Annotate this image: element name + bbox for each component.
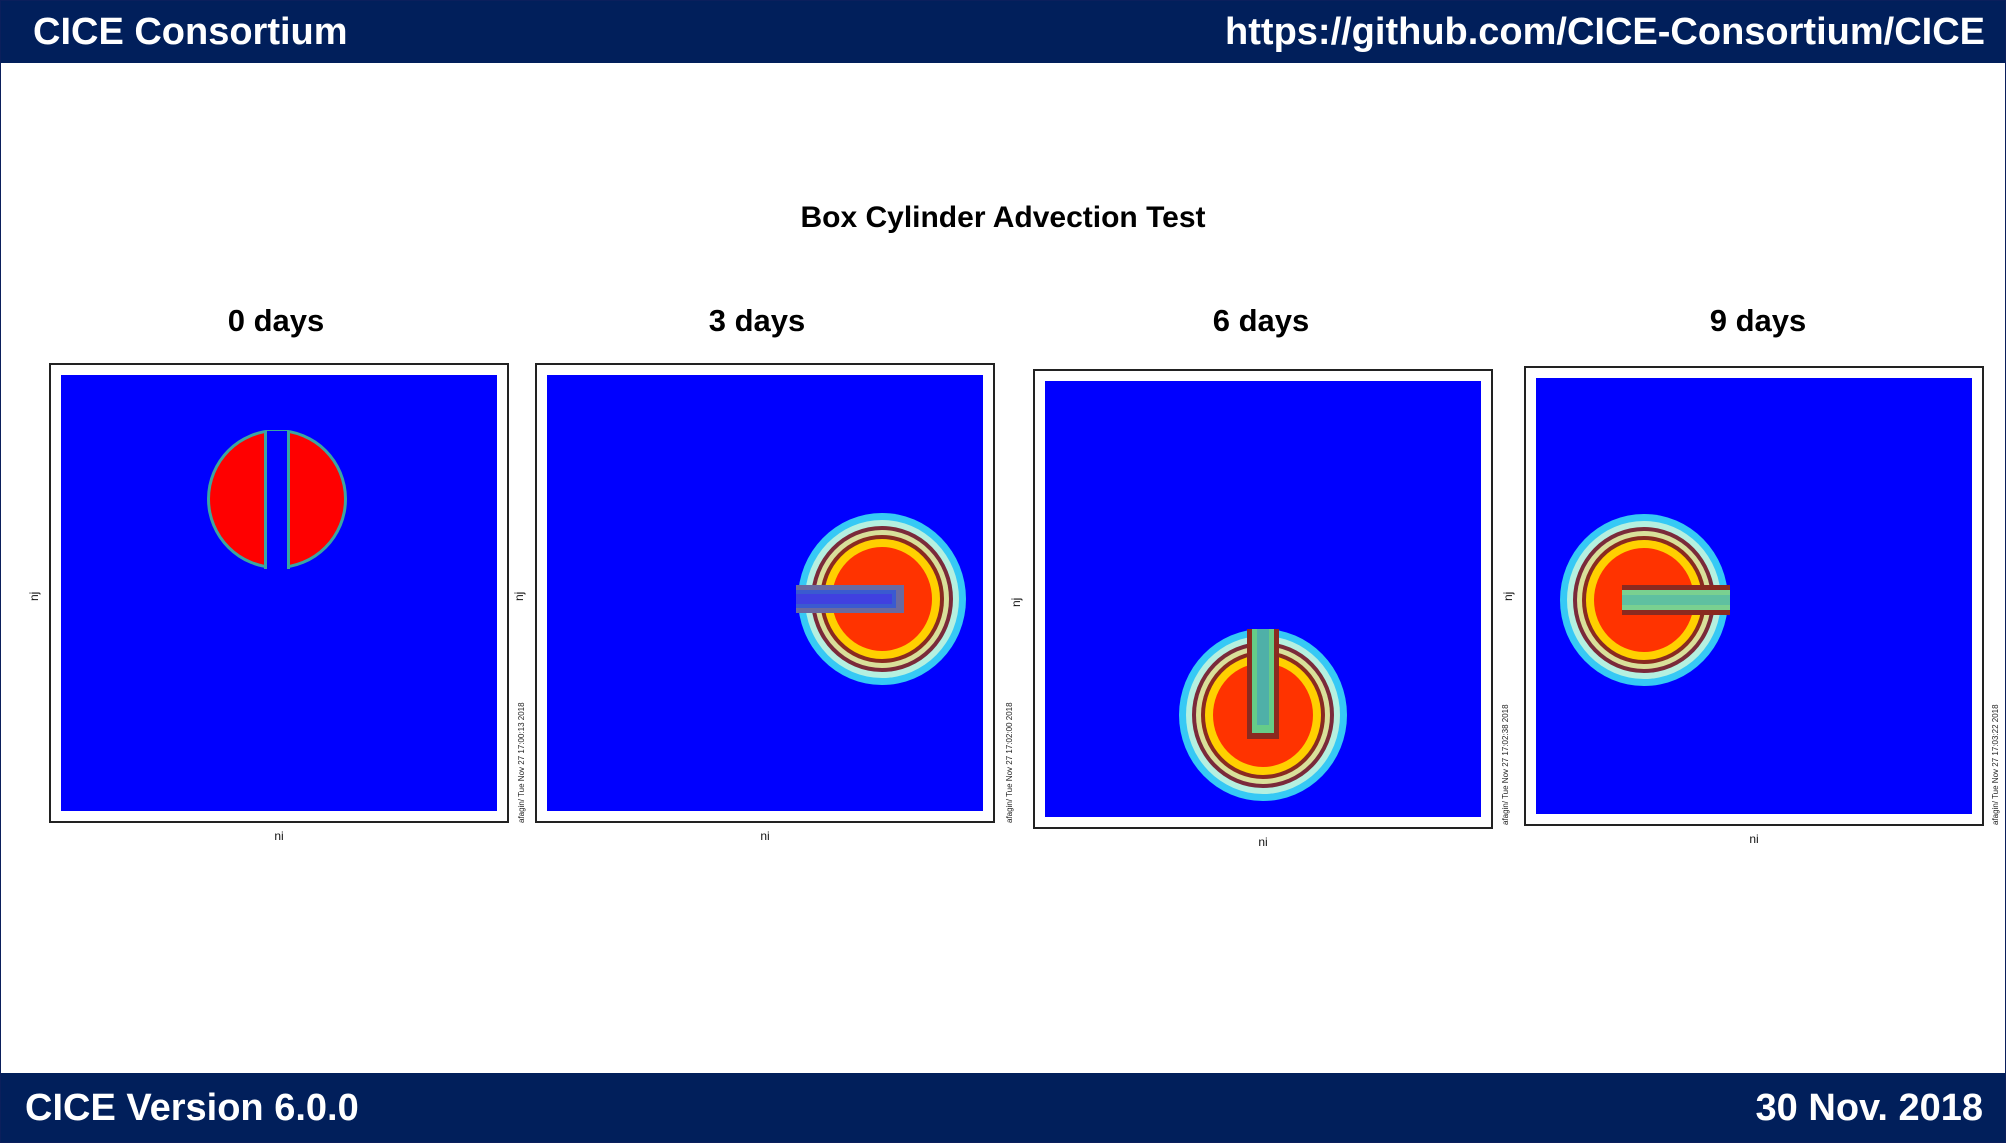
panel-frame-0 — [49, 363, 509, 823]
xlabel-1: ni — [760, 829, 770, 843]
date-label: 30 Nov. 2018 — [1755, 1087, 1983, 1129]
plot-3 — [1536, 378, 1972, 814]
panel-title-2: 6 days — [1212, 303, 1310, 338]
ylabel-2: nj — [1009, 597, 1023, 607]
panel-title-3: 9 days — [1709, 303, 1807, 338]
plot-2 — [1045, 381, 1481, 817]
cylinder-1 — [796, 513, 966, 685]
cylinder-2 — [1179, 629, 1347, 801]
panel-title-0: 0 days — [227, 303, 325, 338]
timestamp-4: afagin/ Tue Nov 27 17:03:22 2018 — [1991, 704, 2000, 825]
cylinder-3 — [1560, 514, 1730, 686]
timestamp-2: afagin/ Tue Nov 27 17:02:00 2018 — [1005, 702, 1014, 823]
ylabel-3: nj — [1501, 591, 1515, 601]
ylabel-1: nj — [512, 591, 526, 601]
plot-0 — [61, 375, 497, 811]
panel-frame-2 — [1033, 369, 1493, 829]
footer-bar: CICE Version 6.0.0 30 Nov. 2018 — [1, 1073, 2005, 1142]
xlabel-0: ni — [274, 829, 284, 843]
ylabel-0: nj — [27, 591, 41, 601]
xlabel-2: ni — [1258, 835, 1268, 849]
xlabel-3: ni — [1749, 832, 1759, 846]
timestamp-1: afagin/ Tue Nov 27 17:00:13 2018 — [517, 702, 526, 823]
panel-frame-1 — [535, 363, 995, 823]
header-bar: CICE Consortium https://github.com/CICE-… — [1, 1, 2005, 63]
panel-title-1: 3 days — [708, 303, 806, 338]
cylinder-0 — [207, 427, 347, 569]
consortium-name: CICE Consortium — [33, 11, 348, 53]
timestamp-3: afagin/ Tue Nov 27 17:02:38 2018 — [1501, 704, 1510, 825]
panel-frame-3 — [1524, 366, 1984, 826]
plot-1 — [547, 375, 983, 811]
version-label: CICE Version 6.0.0 — [25, 1087, 359, 1129]
figure-title: Box Cylinder Advection Test — [800, 201, 1206, 234]
github-link[interactable]: https://github.com/CICE-Consortium/CICE — [1225, 11, 1985, 53]
